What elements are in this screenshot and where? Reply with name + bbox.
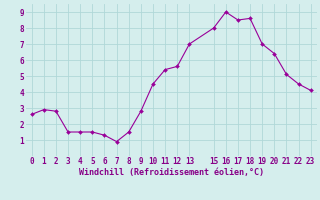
X-axis label: Windchill (Refroidissement éolien,°C): Windchill (Refroidissement éolien,°C) <box>79 168 264 177</box>
